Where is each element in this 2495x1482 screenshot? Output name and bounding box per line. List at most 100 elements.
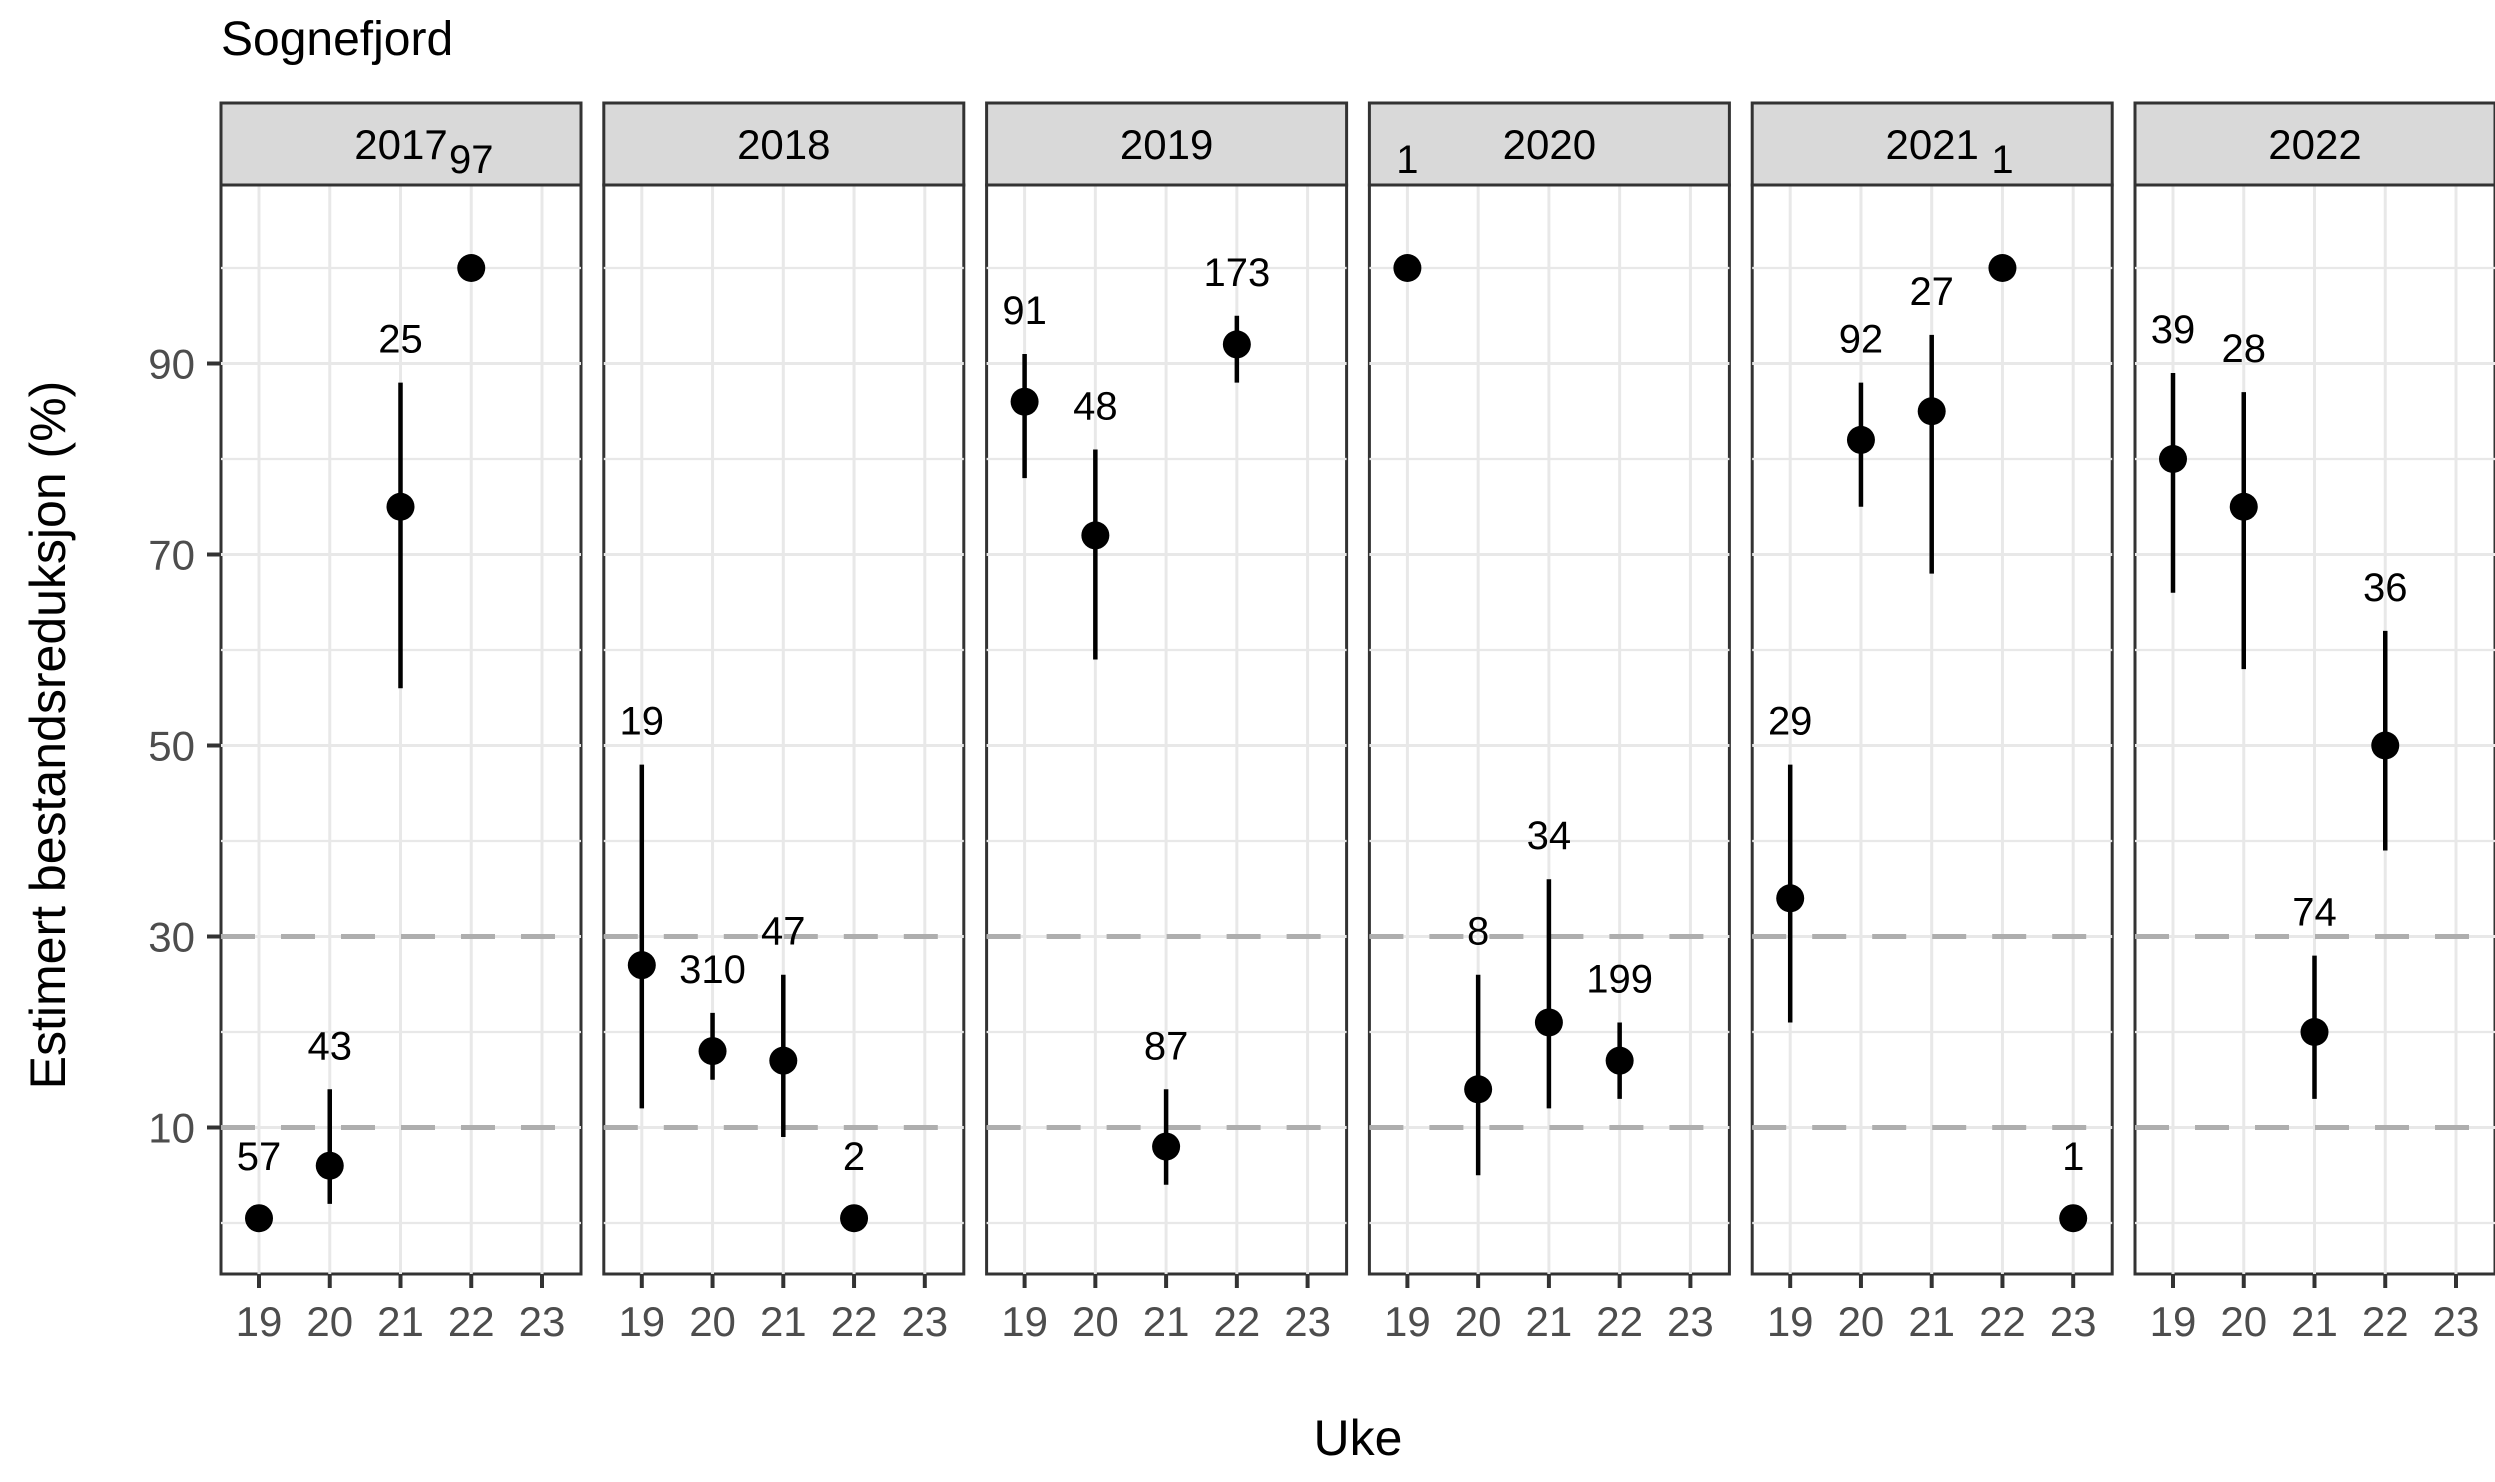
x-tick-label: 23 xyxy=(2433,1298,2480,1345)
point-count-label: 25 xyxy=(378,318,423,362)
x-tick-label: 19 xyxy=(2150,1298,2197,1345)
x-tick-label: 19 xyxy=(1384,1298,1431,1345)
data-point xyxy=(1010,387,1039,416)
data-point xyxy=(2371,731,2400,760)
data-point xyxy=(1988,254,2017,282)
x-tick-label: 23 xyxy=(1284,1298,1331,1345)
data-point xyxy=(698,1037,727,1066)
x-tick-label: 23 xyxy=(1667,1298,1714,1345)
data-point xyxy=(2159,445,2187,473)
point-count-label: 57 xyxy=(237,1135,282,1179)
point-count-label: 1 xyxy=(2062,1135,2084,1179)
point-count-label: 2 xyxy=(843,1135,865,1179)
data-point xyxy=(2229,492,2258,521)
x-tick-label: 23 xyxy=(519,1298,566,1345)
data-point xyxy=(245,1204,273,1233)
point-count-label: 1 xyxy=(1991,138,2013,182)
point-count-label: 19 xyxy=(620,700,665,744)
data-point xyxy=(1393,254,1422,282)
x-tick-label: 22 xyxy=(831,1298,878,1345)
x-tick-label: 22 xyxy=(1213,1298,1260,1345)
x-tick-label: 21 xyxy=(1526,1298,1573,1345)
point-count-label: 91 xyxy=(1002,289,1047,333)
x-tick-label: 21 xyxy=(1143,1298,1190,1345)
data-point xyxy=(627,951,656,980)
facet-strip xyxy=(1750,101,2114,187)
x-tick-label: 21 xyxy=(2291,1298,2338,1345)
y-tick-label: 10 xyxy=(148,1105,195,1152)
facet-strip xyxy=(2133,101,2495,187)
point-count-label: 97 xyxy=(449,138,494,182)
y-tick-label: 90 xyxy=(148,341,195,388)
y-tick-label: 30 xyxy=(148,914,195,961)
data-point xyxy=(386,492,415,521)
data-point xyxy=(840,1204,869,1233)
facet-strip-label: 2020 xyxy=(1503,121,1596,168)
data-point xyxy=(2300,1018,2329,1046)
x-tick-label: 20 xyxy=(1838,1298,1885,1345)
x-tick-label: 22 xyxy=(1979,1298,2026,1345)
facet-strip-label: 2017 xyxy=(354,121,447,168)
x-tick-label: 21 xyxy=(760,1298,807,1345)
x-tick-label: 20 xyxy=(2220,1298,2267,1345)
chart-title: Sognefjord xyxy=(221,13,454,66)
data-point xyxy=(2059,1204,2088,1233)
data-point xyxy=(1081,521,1110,550)
point-count-label: 173 xyxy=(1203,251,1270,295)
x-tick-label: 20 xyxy=(689,1298,736,1345)
x-tick-label: 21 xyxy=(1908,1298,1955,1345)
point-count-label: 43 xyxy=(308,1024,353,1068)
x-tick-label: 20 xyxy=(306,1298,353,1345)
data-point xyxy=(1152,1132,1181,1161)
point-count-label: 47 xyxy=(761,910,806,954)
point-count-label: 199 xyxy=(1586,957,1653,1001)
point-count-label: 27 xyxy=(1909,270,1954,314)
x-tick-label: 23 xyxy=(2050,1298,2097,1345)
point-count-label: 92 xyxy=(1839,318,1884,362)
x-axis-title: Uke xyxy=(1313,1410,1403,1466)
point-count-label: 1 xyxy=(1396,138,1418,182)
data-point xyxy=(1534,1008,1563,1037)
y-tick-label: 70 xyxy=(148,532,195,579)
point-count-label: 29 xyxy=(1768,700,1813,744)
point-count-label: 48 xyxy=(1073,384,1118,428)
x-tick-label: 22 xyxy=(448,1298,495,1345)
x-tick-label: 19 xyxy=(1767,1298,1814,1345)
x-tick-label: 20 xyxy=(1455,1298,1502,1345)
x-tick-label: 21 xyxy=(377,1298,424,1345)
data-point xyxy=(1605,1046,1634,1075)
point-count-label: 74 xyxy=(2292,891,2337,935)
facet-strip-label: 2018 xyxy=(737,121,830,168)
facet-strip xyxy=(219,101,583,187)
data-point xyxy=(1776,884,1805,913)
y-axis-title: Estimert bestandsreduksjon (%) xyxy=(20,380,76,1090)
data-point xyxy=(1846,425,1875,454)
data-point xyxy=(1222,330,1251,359)
point-count-label: 87 xyxy=(1144,1024,1189,1068)
point-count-label: 8 xyxy=(1467,910,1489,954)
facet-strip xyxy=(602,101,966,187)
data-point xyxy=(769,1046,798,1075)
point-count-label: 36 xyxy=(2363,566,2408,610)
x-tick-label: 23 xyxy=(901,1298,948,1345)
data-point xyxy=(1917,397,1946,426)
data-point xyxy=(315,1151,344,1180)
x-tick-label: 19 xyxy=(236,1298,283,1345)
x-tick-label: 19 xyxy=(618,1298,665,1345)
data-point xyxy=(1464,1075,1493,1104)
facet-strip xyxy=(1367,101,1731,187)
facet-strip-label: 2022 xyxy=(2268,121,2361,168)
x-tick-label: 22 xyxy=(1596,1298,1643,1345)
point-count-label: 34 xyxy=(1527,814,1572,858)
facet-strip xyxy=(985,101,1349,187)
x-tick-label: 20 xyxy=(1072,1298,1119,1345)
y-tick-label: 50 xyxy=(148,723,195,770)
facet-strip-label: 2019 xyxy=(1120,121,1213,168)
point-count-label: 310 xyxy=(679,948,746,992)
point-count-label: 39 xyxy=(2151,308,2196,352)
facet-strip-label: 2021 xyxy=(1885,121,1978,168)
x-tick-label: 22 xyxy=(2362,1298,2409,1345)
point-count-label: 28 xyxy=(2222,327,2267,371)
